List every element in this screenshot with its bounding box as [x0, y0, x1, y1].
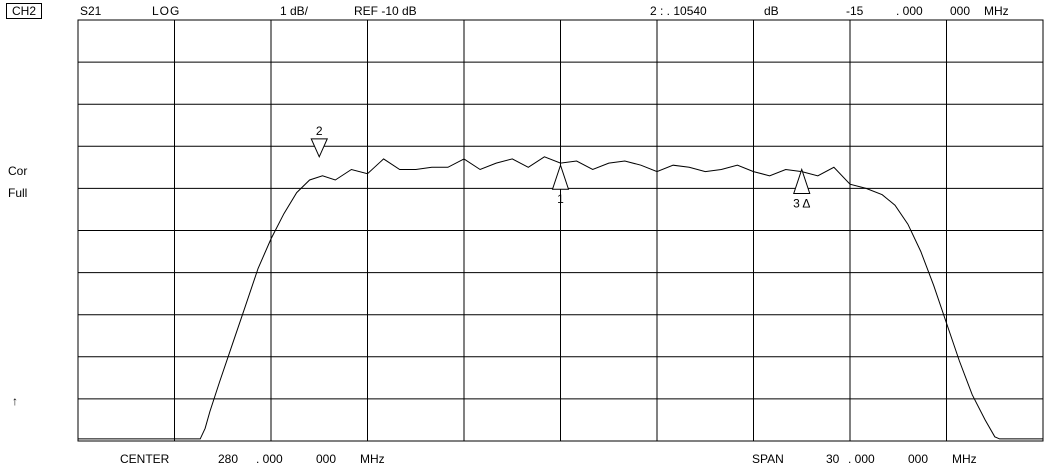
span-unit: MHz	[952, 452, 977, 466]
marker-readout-value: 2 : . 10540	[650, 4, 707, 18]
marker-triangle	[793, 167, 811, 194]
marker-label: 1	[557, 192, 564, 206]
marker-triangle	[310, 138, 329, 159]
format-label[interactable]: LOG	[152, 4, 181, 18]
center-value-frac1: . 000	[256, 452, 283, 466]
calibration-full-label: Full	[8, 186, 28, 200]
center-value[interactable]: 280	[218, 452, 239, 466]
marker-triangle	[551, 163, 570, 190]
channel-indicator[interactable]: CH2	[6, 3, 43, 19]
correction-label: Cor	[8, 164, 28, 178]
marker-frequency-frac1: . 000	[896, 4, 923, 18]
center-label[interactable]: CENTER	[120, 452, 170, 466]
span-value-frac1: . 000	[848, 452, 875, 466]
trace-line	[78, 156, 1043, 440]
reference-position-arrow: ↑	[12, 394, 18, 408]
marker-frequency-frac2: 000	[950, 4, 971, 18]
span-value[interactable]: 30	[826, 452, 840, 466]
reference-label[interactable]: REF -10 dB	[354, 4, 417, 18]
marker-label: 2	[316, 124, 323, 138]
center-value-frac2: 000	[316, 452, 337, 466]
marker-readout-unit: dB	[764, 4, 779, 18]
span-label[interactable]: SPAN	[752, 452, 784, 466]
marker-label: 3 Δ	[793, 196, 810, 210]
scale-label[interactable]: 1 dB/	[280, 4, 309, 18]
center-unit: MHz	[360, 452, 385, 466]
marker-frequency-unit: MHz	[984, 4, 1009, 18]
marker-frequency: -15	[846, 4, 864, 18]
span-value-frac2: 000	[908, 452, 929, 466]
parameter-label[interactable]: S21	[80, 4, 102, 18]
